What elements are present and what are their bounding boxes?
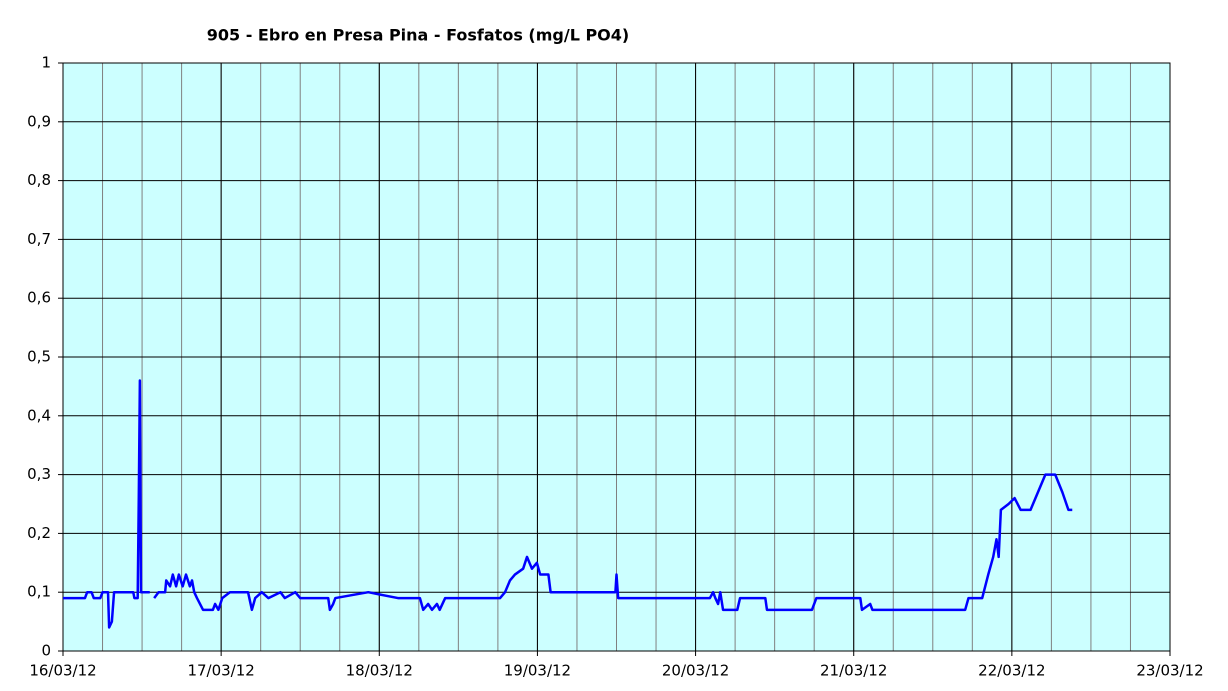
- x-tick-label: 23/03/12: [1136, 662, 1203, 680]
- plot-border: [62, 62, 1171, 652]
- y-tick-label: 0,7: [27, 230, 51, 248]
- y-tick-label: 0,2: [27, 524, 51, 542]
- x-tick-label: 21/03/12: [820, 662, 887, 680]
- x-tick-label: 16/03/12: [29, 662, 96, 680]
- x-tick-label: 19/03/12: [504, 662, 571, 680]
- y-tick-label: 0,5: [27, 348, 51, 366]
- y-tick-label: 0,4: [27, 406, 51, 424]
- y-tick-label: 0,3: [27, 465, 51, 483]
- x-tick-label: 18/03/12: [346, 662, 413, 680]
- x-tick-label: 20/03/12: [662, 662, 729, 680]
- y-tick-label: 0: [41, 642, 51, 660]
- data-line: [63, 379, 150, 629]
- data-line: [153, 473, 1073, 612]
- y-tick-label: 1: [41, 54, 51, 72]
- y-tick-label: 0,8: [27, 171, 51, 189]
- x-tick-label: 22/03/12: [978, 662, 1045, 680]
- x-tick-label: 17/03/12: [187, 662, 254, 680]
- y-tick-label: 0,9: [27, 112, 51, 130]
- y-tick-label: 0,1: [27, 583, 51, 601]
- chart-title: 905 - Ebro en Presa Pina - Fosfatos (mg/…: [207, 26, 629, 45]
- y-tick-label: 0,6: [27, 289, 51, 307]
